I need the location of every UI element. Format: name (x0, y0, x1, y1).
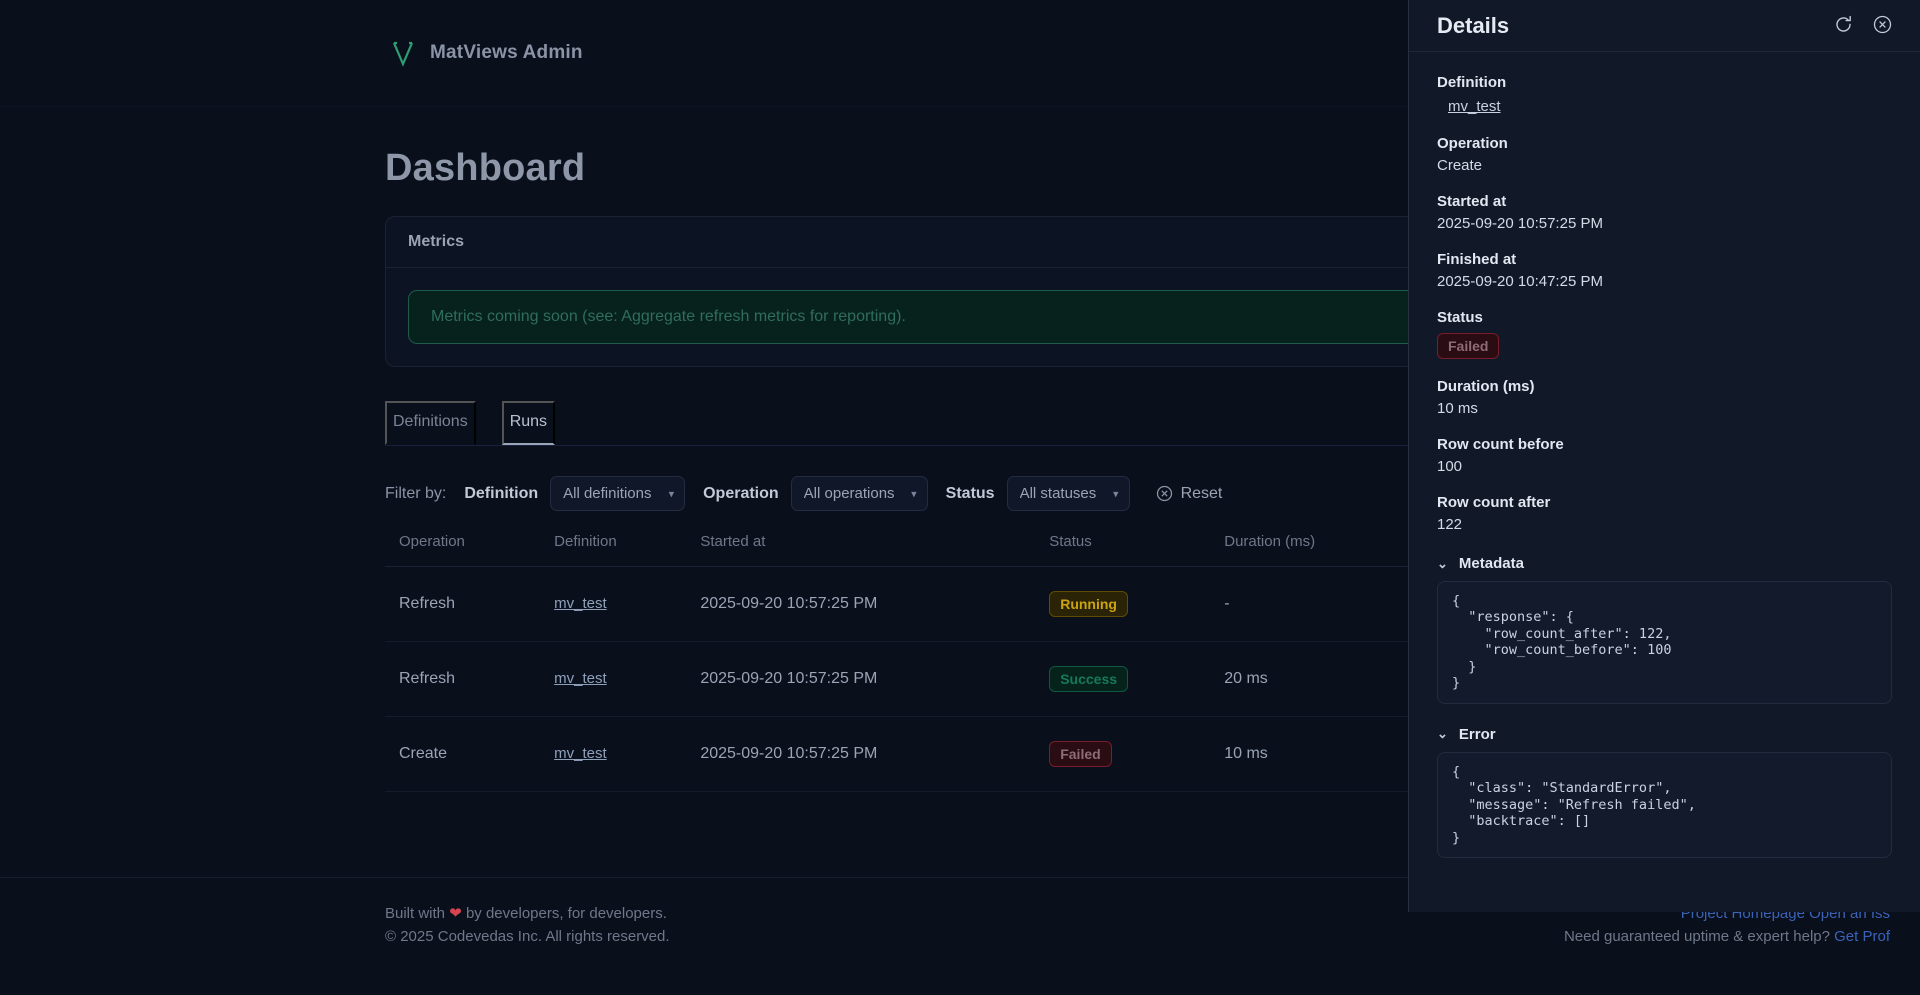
status-badge: Failed (1437, 333, 1500, 359)
chevron-down-icon: ⌄ (1437, 555, 1448, 571)
metadata-section-toggle[interactable]: ⌄ Metadata (1437, 555, 1892, 572)
v-logo-icon (390, 39, 416, 67)
filter-operation-label: Operation (703, 484, 779, 502)
cell-started-at: 2025-09-20 10:57:25 PM (690, 641, 1040, 717)
cell-definition: mv_test (544, 566, 691, 642)
field-value-finished-at: 2025-09-20 10:47:25 PM (1437, 273, 1603, 290)
field-value-status-wrap: Failed (1437, 333, 1892, 359)
error-section-title: Error (1458, 725, 1496, 743)
footer-uptime-text: Need guaranteed uptime & expert help? (1563, 928, 1830, 946)
close-icon[interactable] (1873, 15, 1892, 37)
operation-select[interactable]: All operations (790, 476, 928, 511)
metrics-card-title: Metrics (386, 217, 1789, 268)
tab-definitions[interactable]: Definitions (385, 401, 476, 445)
refresh-icon[interactable] (1834, 15, 1853, 37)
reset-button-label: Reset (1180, 484, 1223, 502)
cell-duration: 10 ms (1214, 716, 1411, 792)
field-label-row-count-before: Row count before (1437, 436, 1564, 453)
operation-select-wrap: All operations ▾ (790, 476, 928, 511)
field-label-row-count-after: Row count after (1437, 494, 1551, 511)
definition-link[interactable]: mv_test (554, 595, 607, 612)
filter-definition-label: Definition (464, 484, 539, 502)
field-label-status: Status (1437, 309, 1483, 326)
status-select-wrap: All statuses ▾ (1006, 476, 1130, 511)
filter-status-label: Status (945, 484, 995, 502)
error-section-toggle[interactable]: ⌄ Error (1437, 726, 1892, 743)
cell-operation: Refresh (385, 641, 545, 717)
cell-status: Success (1039, 641, 1215, 717)
status-badge: Failed (1049, 741, 1112, 767)
col-operation: Operation (385, 533, 545, 567)
field-label-started-at: Started at (1437, 193, 1507, 210)
field-value-operation: Create (1437, 157, 1483, 174)
definition-select-wrap: All definitions ▾ (550, 476, 686, 511)
tab-bar: Definitions Runs (385, 401, 1790, 446)
circle-x-icon (1156, 485, 1173, 502)
col-definition: Definition (544, 533, 691, 567)
cell-operation: Create (385, 716, 545, 792)
filter-bar: Filter by: Definition All definitions ▾ … (385, 476, 1920, 511)
footer-uptime: Need guaranteed uptime & expert help? Ge… (1564, 925, 1890, 948)
footer-built-with: Built with ❤ by developers, for develope… (385, 902, 670, 925)
brand-name: MatViews Admin (430, 42, 583, 63)
cell-definition: mv_test (544, 716, 691, 792)
footer: Built with ❤ by developers, for develope… (0, 877, 1920, 995)
cell-definition: mv_test (544, 641, 691, 717)
cell-started-at: 2025-09-20 10:57:25 PM (690, 716, 1040, 792)
cell-status: Failed (1039, 716, 1215, 792)
chevron-down-icon: ⌄ (1437, 726, 1448, 742)
metadata-json: { "response": { "row_count_after": 122, … (1437, 581, 1892, 704)
cell-started-at: 2025-09-20 10:57:25 PM (690, 566, 1040, 642)
reset-button[interactable]: Reset (1156, 484, 1223, 503)
footer-built-prefix: Built with (385, 905, 450, 922)
field-label-definition: Definition (1437, 74, 1507, 91)
cell-operation: Refresh (385, 566, 545, 642)
details-panel-actions (1834, 15, 1892, 37)
definition-link[interactable]: mv_test (554, 670, 607, 687)
details-panel-header: Details (1409, 0, 1920, 52)
details-panel: Details Definition mv_ (1408, 0, 1920, 912)
filter-lead-label: Filter by: (385, 484, 447, 502)
col-status: Status (1039, 533, 1215, 567)
status-badge: Success (1049, 666, 1129, 692)
page-title: Dashboard (385, 147, 586, 189)
field-value-started-at: 2025-09-20 10:57:25 PM (1437, 215, 1603, 232)
col-duration: Duration (ms) (1214, 533, 1411, 567)
metadata-section-title: Metadata (1458, 555, 1524, 572)
field-value-row-count-before: 100 (1437, 458, 1463, 475)
definition-select[interactable]: All definitions (550, 476, 686, 511)
details-panel-body: Definition mv_test Operation Create Star… (1409, 52, 1920, 859)
brand[interactable]: MatViews Admin (390, 39, 583, 67)
cell-status: Running (1039, 566, 1215, 642)
details-panel-title: Details (1437, 12, 1510, 38)
definition-link[interactable]: mv_test (554, 745, 607, 762)
tab-runs[interactable]: Runs (501, 401, 556, 445)
footer-built-suffix: by developers, for developers. (461, 905, 667, 922)
field-value-row-count-after: 122 (1437, 516, 1463, 533)
heart-icon: ❤ (449, 905, 462, 922)
col-started-at: Started at (690, 533, 1040, 567)
cell-duration: 20 ms (1214, 641, 1411, 717)
field-label-duration: Duration (ms) (1437, 378, 1535, 395)
footer-right: Project Homepage Open an Iss Need guaran… (1564, 902, 1890, 995)
footer-left: Built with ❤ by developers, for develope… (385, 902, 670, 995)
definition-link[interactable]: mv_test (1448, 98, 1501, 115)
footer-copyright: © 2025 Codevedas Inc. All rights reserve… (385, 928, 670, 946)
status-select[interactable]: All statuses (1006, 476, 1130, 511)
field-label-finished-at: Finished at (1437, 251, 1517, 268)
get-pro-link[interactable]: Get Prof (1834, 928, 1890, 946)
status-badge: Running (1049, 591, 1128, 617)
field-value-duration: 10 ms (1437, 400, 1478, 417)
field-value-definition-wrap: mv_test (1437, 98, 1892, 116)
metadata-section: ⌄ Metadata { "response": { "row_count_af… (1437, 555, 1892, 704)
field-label-operation: Operation (1437, 135, 1508, 152)
error-section: ⌄ Error { "class": "StandardError", "mes… (1437, 726, 1892, 859)
cell-duration: - (1214, 566, 1411, 642)
error-json: { "class": "StandardError", "message": "… (1437, 751, 1892, 859)
